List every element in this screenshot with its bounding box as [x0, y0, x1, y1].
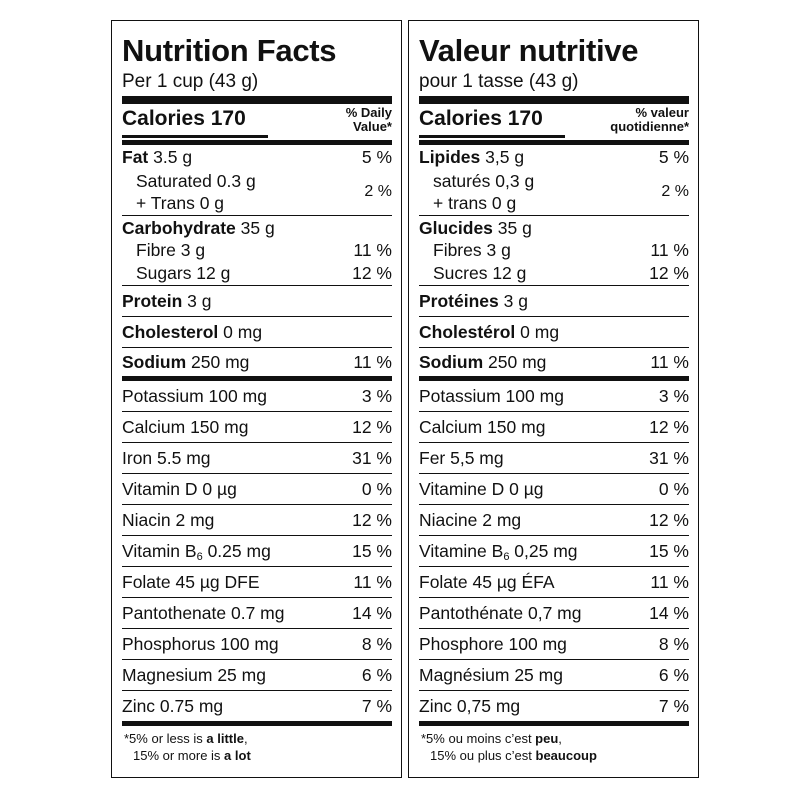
divider [122, 411, 392, 412]
daily-value-header: % valeur quotidienne* [610, 105, 689, 134]
divider [419, 566, 689, 567]
divider [122, 347, 392, 348]
divider [419, 285, 689, 286]
calories-row: Calories 170 % valeur quotidienne* [419, 104, 689, 140]
panel-title: Valeur nutritive [419, 33, 639, 68]
serving-size: pour 1 tasse (43 g) [419, 71, 579, 92]
saturated-fat: saturés 0,3 g [433, 171, 535, 191]
panel-title: Nutrition Facts [122, 33, 337, 68]
divider [419, 316, 689, 317]
divider [419, 597, 689, 598]
calcium-row: Calcium 150 mg 12 % [122, 417, 392, 437]
calcium-row: Calcium 150 mg 12 % [419, 417, 689, 437]
trans-fat: + trans 0 g [433, 193, 517, 213]
cholesterol-row: Cholesterol 0 mg [122, 322, 263, 342]
saturated-trans-pct: 2 % [364, 183, 392, 200]
trans-fat: + Trans 0 g [136, 193, 225, 213]
divider [419, 504, 689, 505]
divider [122, 96, 392, 104]
divider [122, 659, 392, 660]
sodium-row: Sodium 250 mg 11 % [419, 352, 689, 372]
fat-row: Lipides 3,5 g 5 % [419, 147, 689, 167]
protein-row: Protéines 3 g [419, 291, 528, 311]
divider [122, 140, 392, 145]
iron-row: Fer 5,5 mg 31 % [419, 448, 689, 468]
divider [122, 473, 392, 474]
divider [419, 347, 689, 348]
divider [419, 721, 689, 726]
calories-underline [419, 135, 565, 138]
divider [419, 215, 689, 216]
potassium-row: Potassium 100 mg 3 % [122, 386, 392, 406]
divider [122, 690, 392, 691]
niacin-row: Niacin 2 mg 12 % [122, 510, 392, 530]
divider [419, 140, 689, 145]
saturated-trans-pct: 2 % [661, 183, 689, 200]
footnote: *5% or less is a little, 15% or more is … [124, 731, 251, 763]
sugars-row: Sucres 12 g 12 % [433, 263, 689, 283]
sugars-row: Sugars 12 g 12 % [136, 263, 392, 283]
saturated-trans-group: Saturated 0.3 g + Trans 0 g 2 % [122, 169, 392, 215]
divider [122, 535, 392, 536]
vitamin-b6-row: Vitamine B6 0,25 mg 15 % [419, 541, 689, 563]
potassium-row: Potassium 100 mg 3 % [419, 386, 689, 406]
fibre-row: Fibre 3 g 11 % [136, 240, 392, 260]
divider [419, 659, 689, 660]
niacin-row: Niacine 2 mg 12 % [419, 510, 689, 530]
cholesterol-row: Cholestérol 0 mg [419, 322, 560, 342]
saturated-fat: Saturated 0.3 g [136, 171, 256, 191]
calories-text: Calories 170 [122, 107, 246, 130]
divider [419, 628, 689, 629]
nutrition-facts-panel-french: Valeur nutritive pour 1 tasse (43 g) Cal… [408, 20, 699, 778]
phosphorus-row: Phosphorus 100 mg 8 % [122, 634, 392, 654]
saturated-trans-group: saturés 0,3 g + trans 0 g 2 % [419, 169, 689, 215]
zinc-row: Zinc 0,75 mg 7 % [419, 696, 689, 716]
divider [122, 442, 392, 443]
pantothenate-row: Pantothénate 0,7 mg 14 % [419, 603, 689, 623]
folate-row: Folate 45 µg DFE 11 % [122, 572, 392, 592]
nutrition-facts-panel-english: Nutrition Facts Per 1 cup (43 g) Calorie… [111, 20, 402, 778]
sodium-row: Sodium 250 mg 11 % [122, 352, 392, 372]
phosphorus-row: Phosphore 100 mg 8 % [419, 634, 689, 654]
divider [419, 411, 689, 412]
vitamin-d-row: Vitamine D 0 µg 0 % [419, 479, 689, 499]
divider [122, 285, 392, 286]
calories-underline [122, 135, 268, 138]
vitamin-d-row: Vitamin D 0 µg 0 % [122, 479, 392, 499]
protein-row: Protein 3 g [122, 291, 212, 311]
pantothenate-row: Pantothenate 0.7 mg 14 % [122, 603, 392, 623]
daily-value-header: % Daily Value* [345, 105, 392, 134]
divider [122, 721, 392, 726]
divider [419, 535, 689, 536]
divider [419, 376, 689, 381]
divider [419, 442, 689, 443]
divider [122, 597, 392, 598]
calories-row: Calories 170 % Daily Value* [122, 104, 392, 140]
serving-size: Per 1 cup (43 g) [122, 71, 259, 92]
vitamin-b6-row: Vitamin B6 0.25 mg 15 % [122, 541, 392, 563]
calories-text: Calories 170 [419, 107, 543, 130]
magnesium-row: Magnesium 25 mg 6 % [122, 665, 392, 685]
divider [419, 690, 689, 691]
divider [419, 96, 689, 104]
divider [122, 504, 392, 505]
magnesium-row: Magnésium 25 mg 6 % [419, 665, 689, 685]
fat-row: Fat 3.5 g 5 % [122, 147, 392, 167]
zinc-row: Zinc 0.75 mg 7 % [122, 696, 392, 716]
divider [419, 473, 689, 474]
iron-row: Iron 5.5 mg 31 % [122, 448, 392, 468]
fibre-row: Fibres 3 g 11 % [433, 240, 689, 260]
carbohydrate-row: Carbohydrate 35 g [122, 217, 275, 238]
divider [122, 376, 392, 381]
divider [122, 566, 392, 567]
divider [122, 316, 392, 317]
divider [122, 215, 392, 216]
carbohydrate-row: Glucides 35 g [419, 217, 532, 238]
divider [122, 628, 392, 629]
footnote: *5% ou moins c’est peu, 15% ou plus c’es… [421, 731, 597, 763]
folate-row: Folate 45 µg ÉFA 11 % [419, 572, 689, 592]
